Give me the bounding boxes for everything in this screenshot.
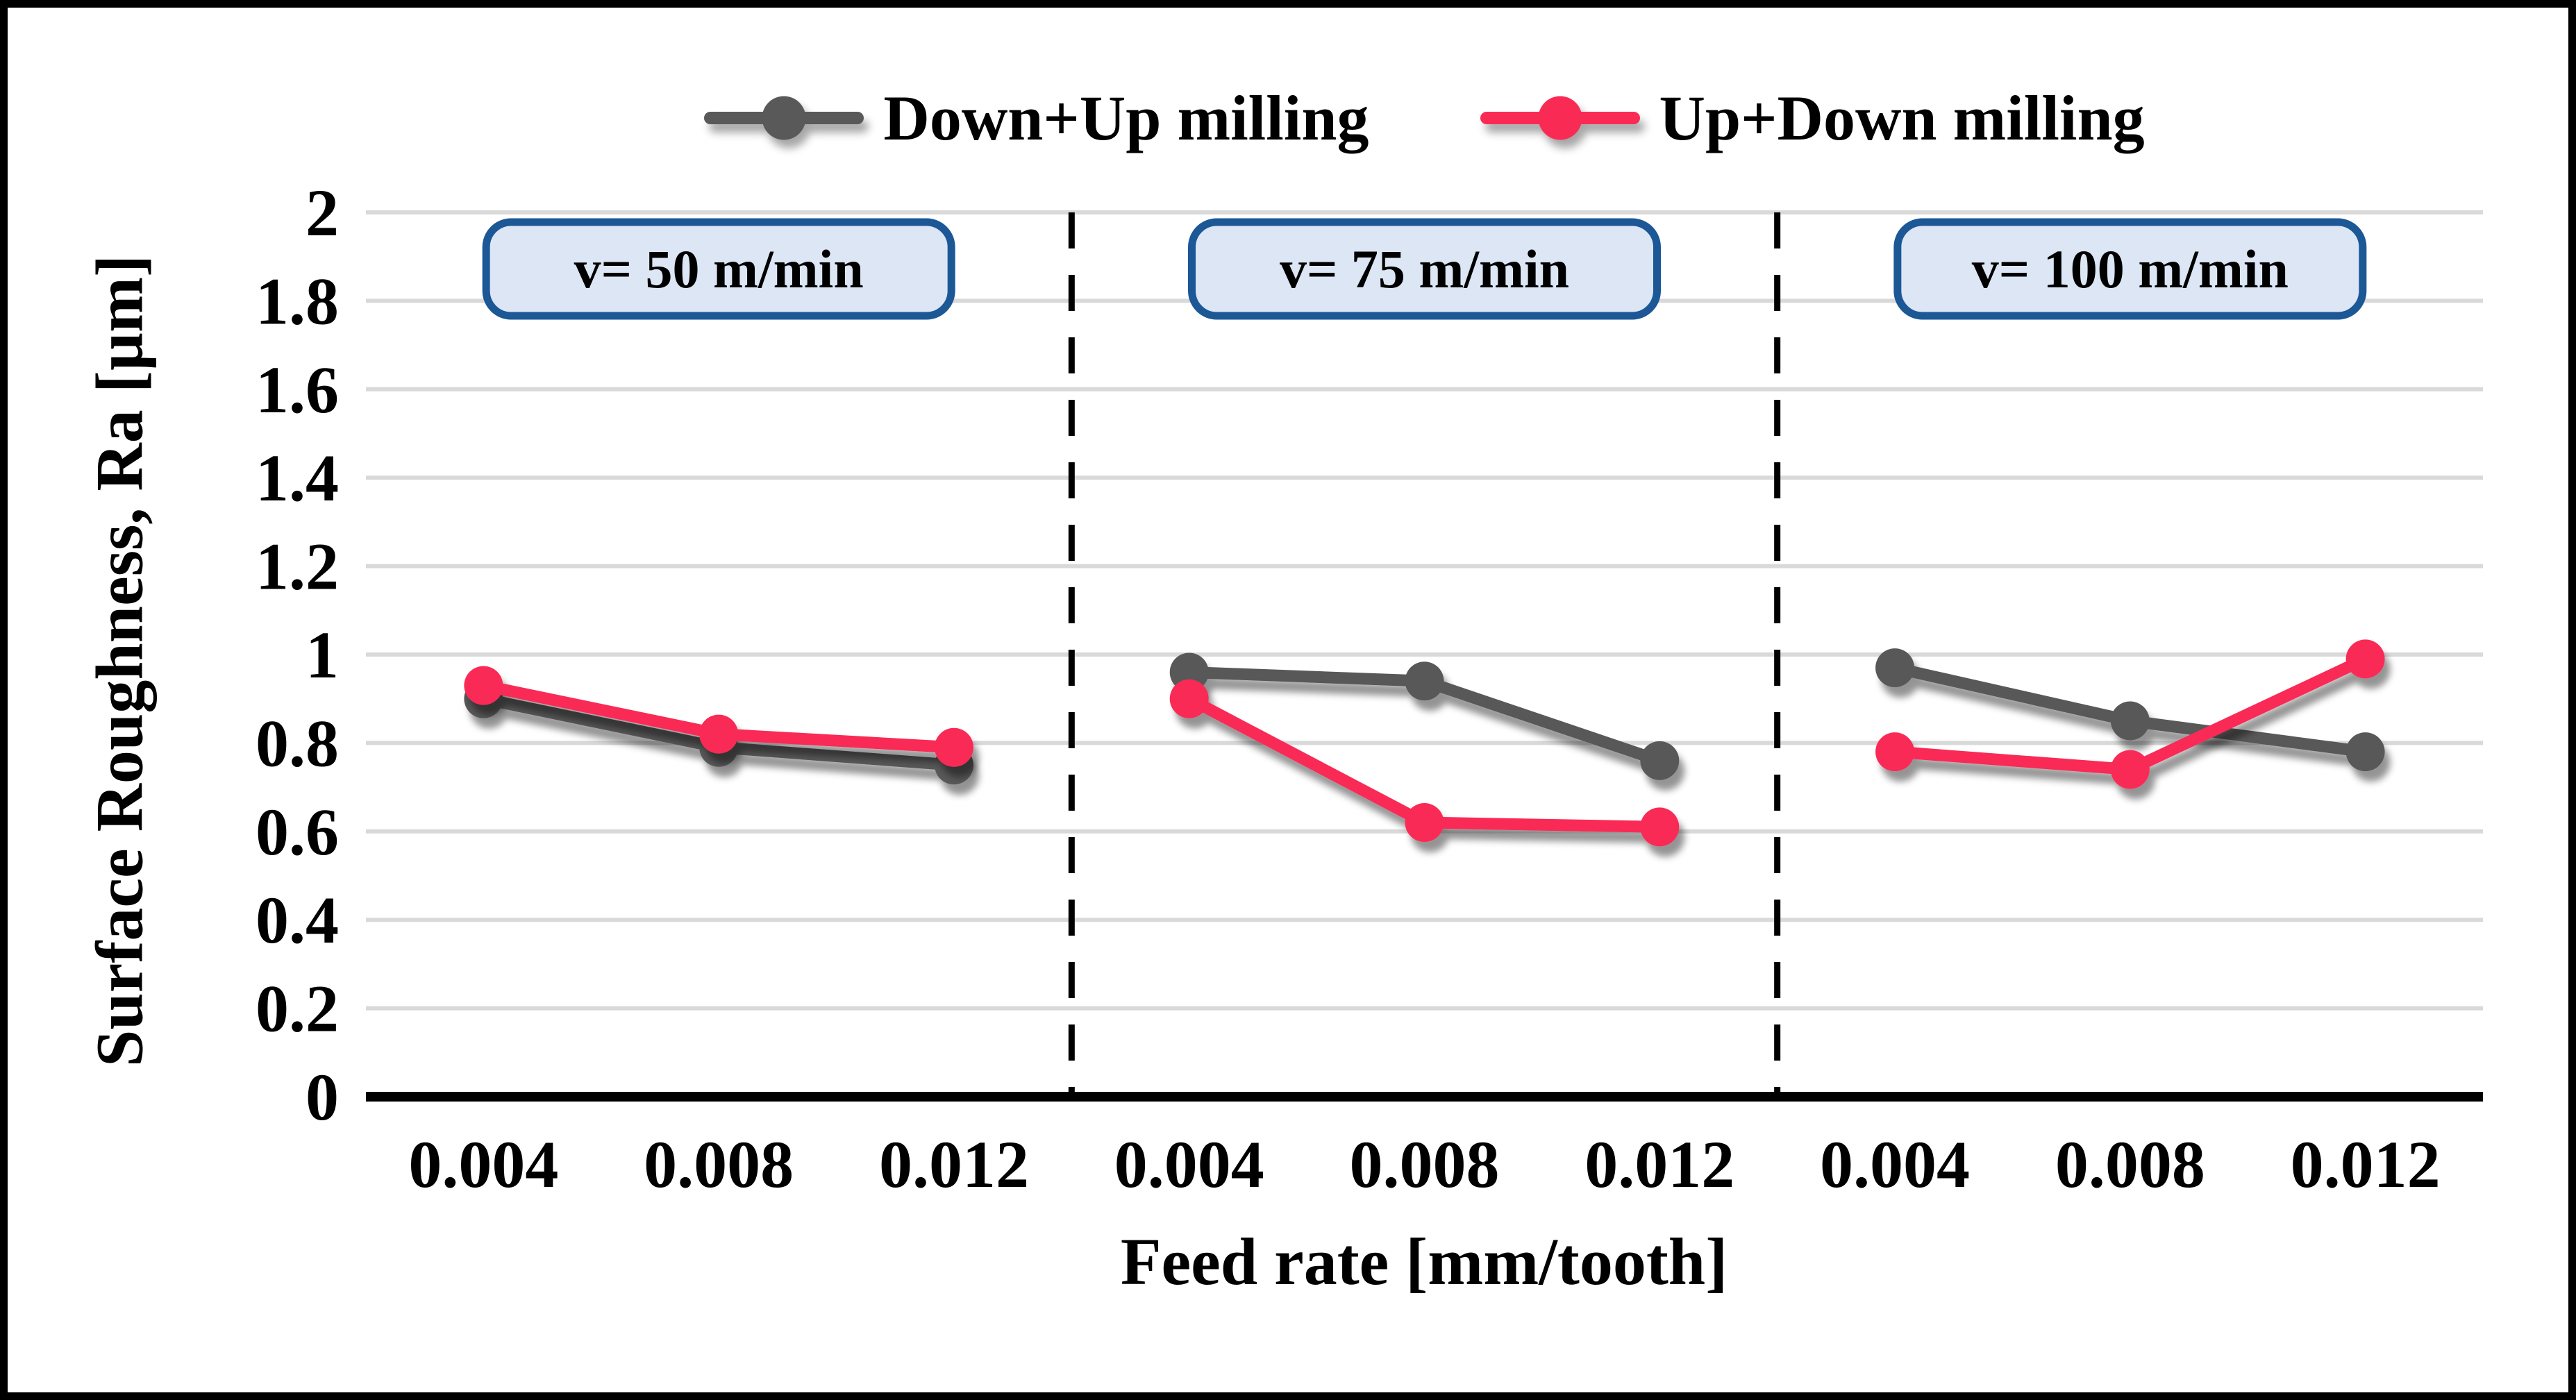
data-point-marker [1405, 803, 1444, 843]
x-tick-label: 0.008 [2055, 1127, 2205, 1201]
data-point-marker [1169, 679, 1209, 718]
x-tick-label: 0.008 [1350, 1127, 1500, 1201]
line-marker-swatch-icon [1480, 96, 1640, 140]
y-tick-label: 1.6 [256, 353, 339, 427]
y-tick-label: 0.8 [256, 706, 339, 780]
x-tick-label: 0.012 [2291, 1127, 2441, 1201]
x-tick-label: 0.012 [1584, 1127, 1734, 1201]
series-marker-icon [762, 96, 806, 140]
data-point-marker [2345, 732, 2385, 772]
data-point-marker [1875, 648, 1915, 688]
y-tick-label: 0.4 [256, 883, 339, 957]
panel-label: v= 50 m/min [574, 239, 864, 299]
x-axis-title: Feed rate [mm/tooth] [1120, 1224, 1728, 1299]
y-tick-label: 0.6 [256, 795, 339, 869]
data-point-marker [1405, 661, 1444, 701]
legend-label: Up+Down milling [1659, 83, 2145, 153]
data-point-marker [699, 714, 739, 754]
x-tick-label: 0.008 [644, 1127, 794, 1201]
data-point-marker [2345, 639, 2385, 679]
y-tick-label: 1.8 [256, 264, 339, 338]
data-point-marker [464, 666, 503, 705]
legend-item-down-up: Down+Up milling [704, 81, 1369, 155]
x-tick-label: 0.012 [879, 1127, 1029, 1201]
data-point-marker [934, 727, 973, 767]
data-point-marker [2110, 750, 2150, 789]
data-point-marker [1875, 732, 1915, 772]
y-tick-label: 1.4 [256, 441, 339, 515]
x-tick-label: 0.004 [1114, 1127, 1264, 1201]
data-point-marker [1640, 807, 1680, 847]
legend-item-up-down: Up+Down milling [1480, 81, 2145, 155]
y-axis-title: Surface Roughness, Ra [µm] [82, 255, 157, 1067]
series-marker-icon [1538, 96, 1582, 140]
panel-label-box [1893, 218, 2367, 320]
x-tick-label: 0.004 [408, 1127, 558, 1201]
y-tick-label: 1 [306, 618, 339, 692]
legend: Down+Up milling Up+Down milling [366, 61, 2483, 175]
line-marker-swatch-icon [704, 96, 864, 140]
data-point-marker [1640, 741, 1680, 780]
y-tick-label: 1.2 [256, 530, 339, 604]
data-point-marker [2110, 701, 2150, 741]
x-tick-label: 0.004 [1820, 1127, 1970, 1201]
y-tick-label: 0.2 [256, 972, 339, 1046]
panel-label: v= 75 m/min [1280, 239, 1569, 299]
panel-label-box [482, 218, 955, 320]
panel-label: v= 100 m/min [1972, 239, 2289, 299]
series-up-down-milling [464, 639, 2385, 847]
legend-label: Down+Up milling [883, 83, 1369, 153]
y-tick-label: 2 [306, 176, 339, 250]
panel-label-box [1188, 218, 1661, 320]
y-tick-label: 0 [306, 1060, 339, 1134]
